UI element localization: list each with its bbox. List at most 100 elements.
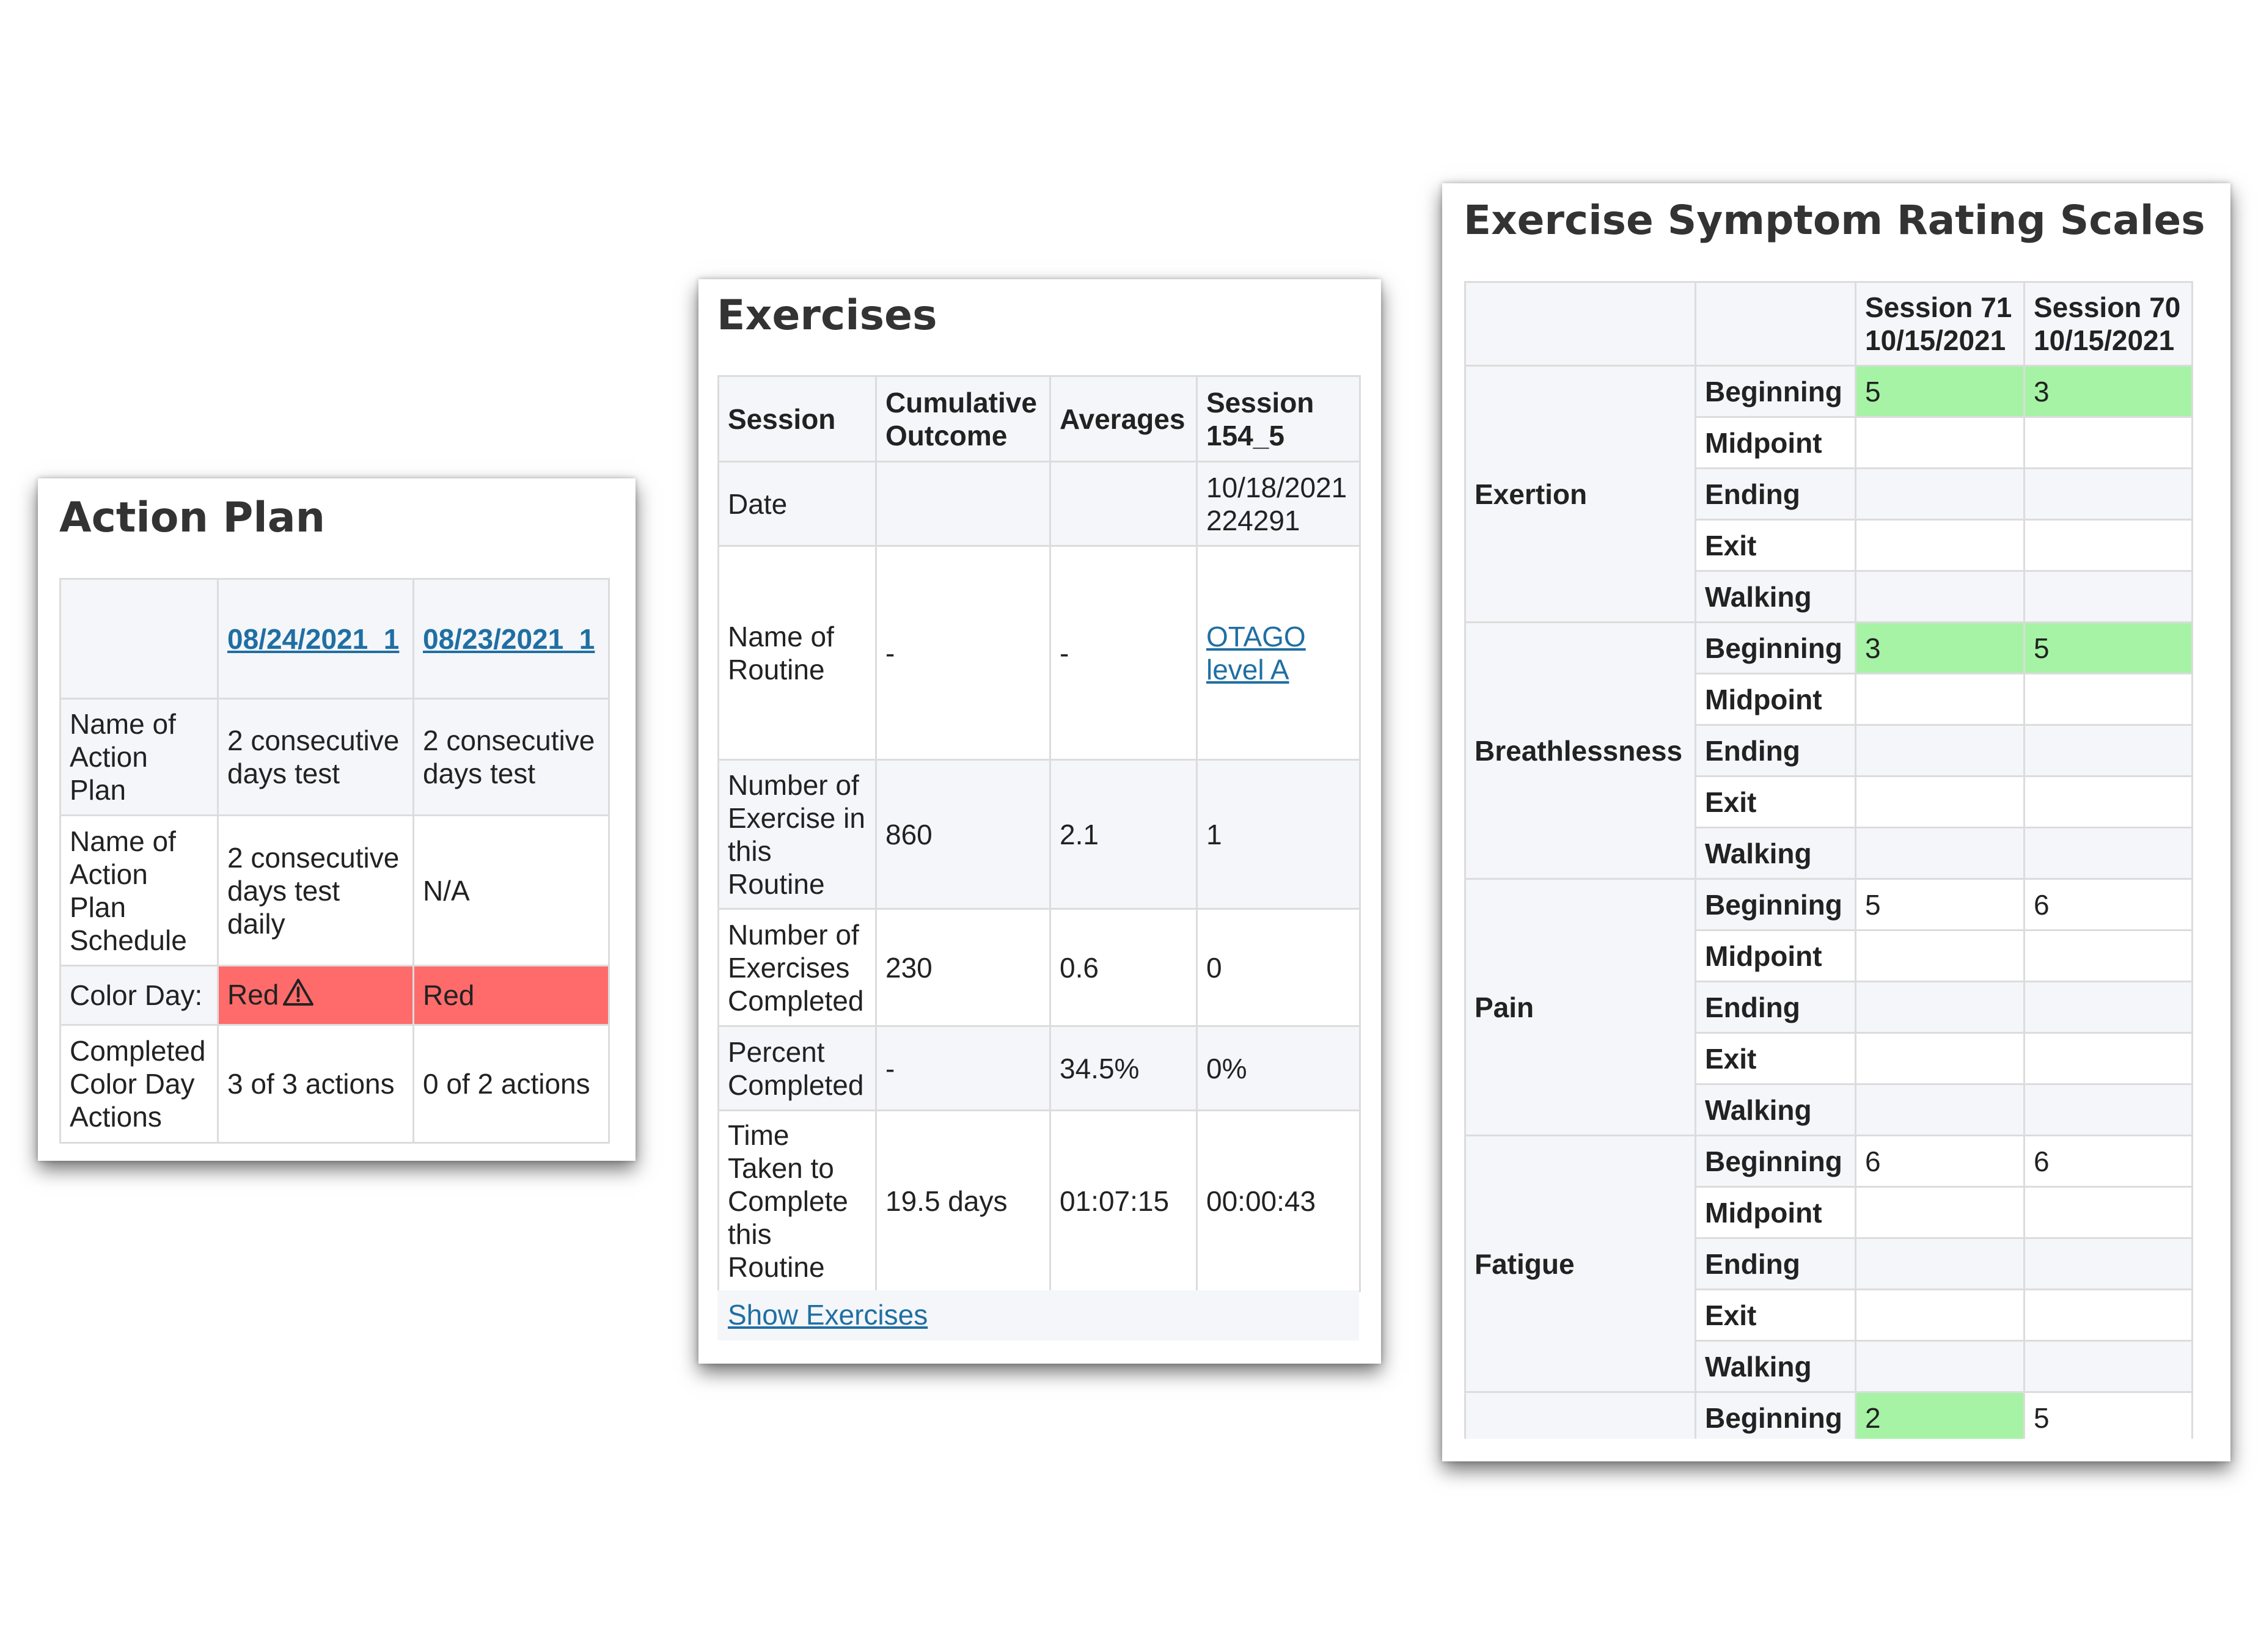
color-day-cell: Red — [412, 965, 610, 1026]
table-cell: 0% — [1196, 1025, 1361, 1111]
symptom-scales-panel: Exercise Symptom Rating Scales Session 7… — [1442, 183, 2230, 1461]
action-plan-date-link[interactable]: 08/23/2021_1 — [423, 623, 595, 655]
phase-label: Midpoint — [1695, 929, 1856, 982]
rating-cell — [2023, 570, 2193, 623]
table-cell: 34.5% — [1049, 1025, 1198, 1111]
table-cell: 2 consecutive days test — [412, 698, 610, 816]
row-label: Number of Exercises Completed — [717, 908, 877, 1027]
symptom-scales-title: Exercise Symptom Rating Scales — [1464, 197, 2205, 244]
rating-cell: 3 — [1855, 621, 2025, 674]
rating-cell — [2023, 416, 2193, 469]
phase-label: Beginning — [1695, 621, 1856, 674]
phase-label: Beginning — [1695, 365, 1856, 418]
action-plan-col-link[interactable]: 08/23/2021_1 — [412, 578, 610, 700]
corner-cell — [1464, 281, 1696, 367]
table-cell: 0 of 2 actions — [412, 1024, 610, 1144]
phase-label: Exit — [1695, 775, 1856, 828]
table-cell: 19.5 days — [875, 1109, 1051, 1292]
symptom-group-label: Pain — [1464, 878, 1696, 1136]
rating-cell — [2023, 827, 2193, 880]
table-cell: 1 — [1196, 759, 1361, 910]
rating-cell — [2023, 1186, 2193, 1239]
table-cell: 00:00:43 — [1196, 1109, 1361, 1292]
rating-cell — [1855, 724, 2025, 777]
rating-cell — [1855, 467, 2025, 521]
routine-link[interactable]: OTAGO level A — [1206, 620, 1306, 685]
rating-cell — [2023, 673, 2193, 726]
row-label: Completed Color Day Actions — [59, 1024, 219, 1144]
rating-cell — [2023, 1083, 2193, 1136]
phase-label: Exit — [1695, 1288, 1856, 1342]
rating-cell — [2023, 981, 2193, 1034]
column-header: Session 154_5 — [1196, 375, 1361, 462]
phase-label: Beginning — [1695, 1391, 1856, 1439]
rating-cell: 6 — [1855, 1135, 2025, 1188]
phase-label: Midpoint — [1695, 673, 1856, 726]
rating-cell: 5 — [1855, 365, 2025, 418]
row-label: Time Taken to Complete this Routine — [717, 1109, 877, 1292]
phase-label: Ending — [1695, 724, 1856, 777]
table-cell — [1049, 461, 1198, 547]
phase-label: Exit — [1695, 519, 1856, 572]
table-cell: 01:07:15 — [1049, 1109, 1198, 1292]
row-label: Number of Exercise in this Routine — [717, 759, 877, 910]
rating-cell — [2023, 1340, 2193, 1393]
rating-cell — [2023, 467, 2193, 521]
table-cell: 860 — [875, 759, 1051, 910]
row-label: Name of Routine — [717, 545, 877, 761]
column-header: Session — [717, 375, 877, 462]
rating-cell — [1855, 570, 2025, 623]
phase-label: Beginning — [1695, 1135, 1856, 1188]
phase-label: Ending — [1695, 467, 1856, 521]
rating-cell — [2023, 724, 2193, 777]
table-cell: N/A — [412, 814, 610, 967]
rating-cell — [1855, 775, 2025, 828]
corner-cell — [1695, 281, 1856, 367]
action-plan-col-link[interactable]: 08/24/2021_1 — [217, 578, 414, 700]
rating-cell — [1855, 673, 2025, 726]
symptom-scales-scroll-area[interactable]: Session 71 10/15/2021 Session 70 10/15/202… — [1464, 281, 2213, 1439]
rating-cell: 6 — [2023, 878, 2193, 931]
phase-label: Ending — [1695, 981, 1856, 1034]
rating-cell — [2023, 1032, 2193, 1085]
table-cell: 10/18/2021 224291 — [1196, 461, 1361, 547]
phase-label: Walking — [1695, 827, 1856, 880]
table-cell: 2 consecutive days test daily — [217, 814, 414, 967]
table-cell: 2 consecutive days test — [217, 698, 414, 816]
show-exercises-row: Show Exercises — [717, 1290, 1359, 1340]
rating-cell — [2023, 519, 2193, 572]
phase-label: Walking — [1695, 570, 1856, 623]
color-day-value: Red — [227, 978, 279, 1011]
color-day-cell: Red — [217, 965, 414, 1026]
exercises-panel: Exercises Session Cumulative Outcome Ave… — [698, 279, 1381, 1364]
phase-label: Midpoint — [1695, 416, 1856, 469]
row-label: Name of Action Plan Schedule — [59, 814, 219, 967]
row-label: Date — [717, 461, 877, 547]
rating-cell — [1855, 1083, 2025, 1136]
rating-cell: 5 — [2023, 621, 2193, 674]
rating-cell — [1855, 1340, 2025, 1393]
routine-cell[interactable]: OTAGO level A — [1196, 545, 1361, 761]
rating-cell — [1855, 416, 2025, 469]
rating-cell — [1855, 981, 2025, 1034]
action-plan-corner — [59, 578, 219, 700]
show-exercises-link[interactable]: Show Exercises — [728, 1299, 928, 1331]
symptom-scales-table: Session 71 10/15/2021 Session 70 10/15/202… — [1464, 281, 2193, 1439]
rating-cell: 5 — [1855, 878, 2025, 931]
phase-label: Walking — [1695, 1083, 1856, 1136]
session-header: Session 71 10/15/2021 — [1855, 281, 2025, 367]
rating-cell — [2023, 1237, 2193, 1290]
table-cell: 0.6 — [1049, 908, 1198, 1027]
rating-cell — [1855, 1288, 2025, 1342]
table-cell: 2.1 — [1049, 759, 1198, 910]
row-label: Percent Completed — [717, 1025, 877, 1111]
rating-cell: 5 — [2023, 1391, 2193, 1439]
rating-cell — [2023, 775, 2193, 828]
exercises-table: Session Cumulative Outcome Averages Sess… — [717, 375, 1361, 1292]
rating-cell — [1855, 827, 2025, 880]
action-plan-panel: Action Plan 08/24/2021_1 08/23/2021_1 Na… — [38, 478, 636, 1161]
warning-triangle-icon — [282, 978, 314, 1014]
action-plan-date-link[interactable]: 08/24/2021_1 — [227, 623, 400, 655]
row-label: Name of Action Plan — [59, 698, 219, 816]
symptom-group-label — [1464, 1391, 1696, 1439]
